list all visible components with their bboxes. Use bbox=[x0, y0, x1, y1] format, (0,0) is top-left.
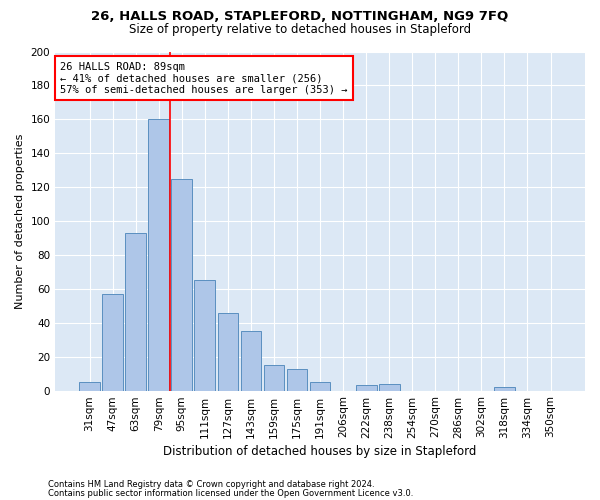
Y-axis label: Number of detached properties: Number of detached properties bbox=[15, 134, 25, 308]
Bar bbox=[218, 312, 238, 390]
Bar bbox=[241, 331, 262, 390]
Text: Size of property relative to detached houses in Stapleford: Size of property relative to detached ho… bbox=[129, 22, 471, 36]
Bar bbox=[79, 382, 100, 390]
Text: 26, HALLS ROAD, STAPLEFORD, NOTTINGHAM, NG9 7FQ: 26, HALLS ROAD, STAPLEFORD, NOTTINGHAM, … bbox=[91, 10, 509, 23]
Bar bbox=[310, 382, 331, 390]
Bar bbox=[379, 384, 400, 390]
Bar bbox=[148, 120, 169, 390]
Bar bbox=[102, 294, 123, 390]
Bar bbox=[125, 233, 146, 390]
Text: 26 HALLS ROAD: 89sqm
← 41% of detached houses are smaller (256)
57% of semi-deta: 26 HALLS ROAD: 89sqm ← 41% of detached h… bbox=[61, 62, 348, 95]
Bar bbox=[494, 387, 515, 390]
Bar bbox=[263, 365, 284, 390]
Bar bbox=[287, 368, 307, 390]
Bar bbox=[172, 178, 192, 390]
X-axis label: Distribution of detached houses by size in Stapleford: Distribution of detached houses by size … bbox=[163, 444, 477, 458]
Bar bbox=[194, 280, 215, 390]
Text: Contains HM Land Registry data © Crown copyright and database right 2024.: Contains HM Land Registry data © Crown c… bbox=[48, 480, 374, 489]
Text: Contains public sector information licensed under the Open Government Licence v3: Contains public sector information licen… bbox=[48, 488, 413, 498]
Bar bbox=[356, 386, 377, 390]
